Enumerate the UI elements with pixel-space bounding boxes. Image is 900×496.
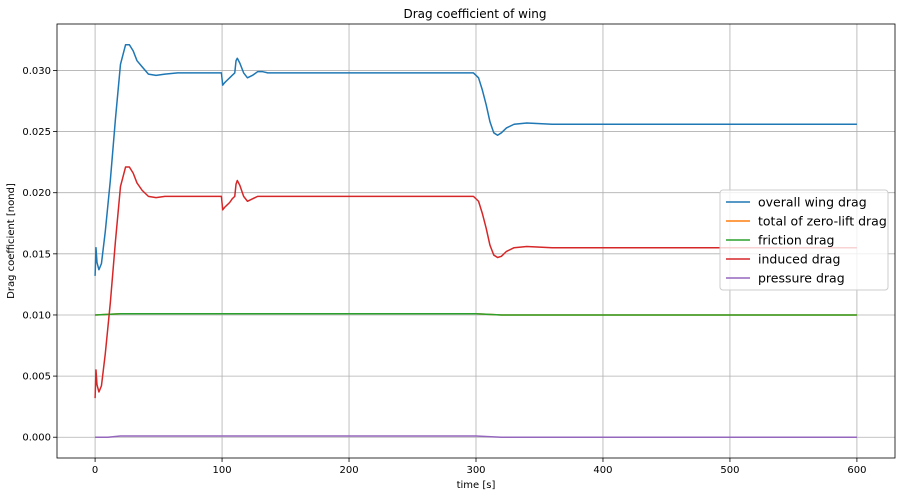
x-tick-label: 0 (92, 465, 98, 476)
y-tick-label: 0.010 (22, 310, 51, 321)
legend-label: overall wing drag (758, 195, 867, 210)
legend-entries: overall wing drag total of zero-lift drag… (726, 195, 887, 286)
series-line-2 (95, 312, 857, 316)
y-axis-ticks: 0.000 0.005 0.010 0.015 0.020 0.025 0.030 (22, 66, 57, 444)
x-tick-label: 500 (720, 465, 739, 476)
y-tick-label: 0.020 (22, 188, 51, 199)
legend-label: pressure drag (758, 271, 845, 286)
legend-label: total of zero-lift drag (758, 214, 887, 229)
x-tick-label: 100 (213, 465, 232, 476)
series-layer (94, 44, 857, 438)
legend-label: induced drag (758, 252, 840, 267)
series-line-3 (94, 166, 857, 399)
y-tick-label: 0.015 (22, 249, 51, 260)
y-axis-label: Drag coefficient [nond] (6, 183, 17, 299)
chart-title: Drag coefficient of wing (403, 7, 546, 21)
x-axis-ticks: 0 100 200 300 400 500 600 (92, 458, 866, 476)
series-line-4 (95, 435, 857, 438)
legend-label: friction drag (758, 233, 834, 248)
x-tick-label: 300 (466, 465, 485, 476)
x-axis-label: time [s] (457, 480, 496, 491)
y-tick-label: 0.025 (22, 127, 51, 138)
y-tick-label: 0.005 (22, 372, 51, 383)
legend-box (719, 189, 889, 291)
x-tick-label: 600 (847, 465, 866, 476)
x-tick-label: 200 (339, 465, 358, 476)
x-tick-label: 400 (593, 465, 612, 476)
series-line-0 (94, 44, 857, 276)
y-tick-label: 0.030 (22, 66, 51, 77)
y-tick-label: 0.000 (22, 433, 51, 444)
legend: overall wing drag total of zero-lift drag… (719, 189, 889, 291)
